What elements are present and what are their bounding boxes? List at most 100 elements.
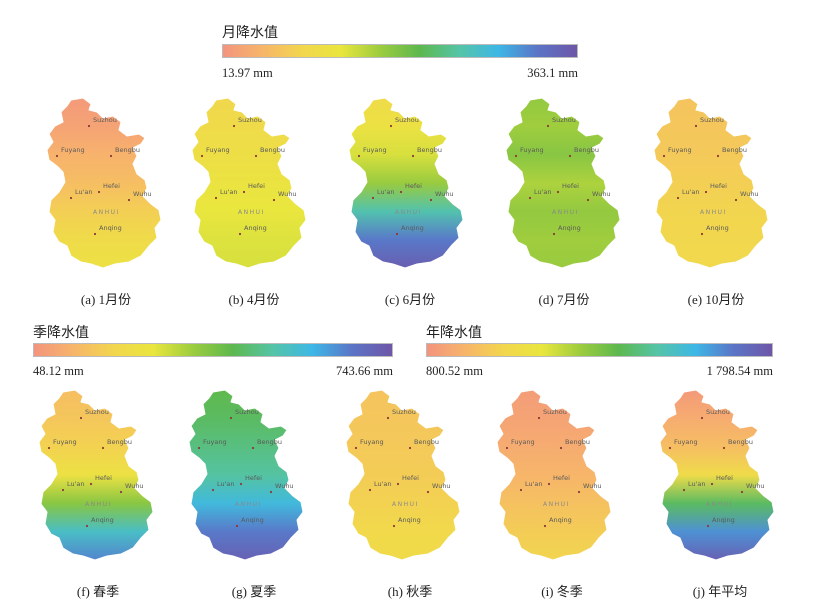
city-label: Wuhu xyxy=(583,482,602,490)
city-label: Bengbu xyxy=(414,438,439,446)
city-marker xyxy=(242,190,246,194)
city-marker xyxy=(368,488,372,492)
city-label: Lu'an xyxy=(377,188,395,196)
legend-monthly: 月降水值 13.97 mm 363.1 mm xyxy=(222,22,578,82)
province-shape xyxy=(659,389,775,561)
city-marker xyxy=(552,232,556,236)
city-label: Fuyang xyxy=(206,146,230,154)
city-label: Fuyang xyxy=(668,146,692,154)
city-marker xyxy=(214,196,218,200)
map-panel: Suzhou Fuyang Bengbu Hefei Lu'an Wuhu Anqing AN… xyxy=(648,96,778,271)
city-marker xyxy=(559,446,563,450)
province-label: ANHUI xyxy=(235,501,262,508)
city-label: Lu'an xyxy=(525,480,543,488)
city-marker xyxy=(238,232,242,236)
city-label: Fuyang xyxy=(360,438,384,446)
city-marker xyxy=(704,190,708,194)
city-label: Suzhou xyxy=(238,116,262,124)
city-marker xyxy=(514,154,518,158)
city-marker xyxy=(386,416,390,420)
city-label: Fuyang xyxy=(674,438,698,446)
city-marker xyxy=(229,416,233,420)
province-label: ANHUI xyxy=(552,209,579,216)
map-caption: (d) 7月份 xyxy=(538,292,590,307)
city-marker xyxy=(568,154,572,158)
city-label: Fuyang xyxy=(203,438,227,446)
map-caption: (h) 秋季 xyxy=(387,584,433,599)
province-shape xyxy=(46,97,162,269)
province-shape xyxy=(505,97,621,269)
city-marker xyxy=(528,196,532,200)
legend-annual-title: 年降水值 xyxy=(426,326,482,341)
city-label: Hefei xyxy=(405,182,422,190)
city-marker xyxy=(586,198,590,202)
precipitation-map: Suzhou Fuyang Bengbu Hefei Lu'an Wuhu Anqing AN… xyxy=(188,389,304,561)
city-label: Hefei xyxy=(710,182,727,190)
province-label: ANHUI xyxy=(395,209,422,216)
city-label: Wuhu xyxy=(592,190,611,198)
city-label: Wuhu xyxy=(746,482,765,490)
city-marker xyxy=(700,416,704,420)
city-marker xyxy=(79,416,83,420)
map-panel: Suzhou Fuyang Bengbu Hefei Lu'an Wuhu Anqing AN… xyxy=(340,388,470,563)
city-label: Wuhu xyxy=(740,190,759,198)
precipitation-map: Suzhou Fuyang Bengbu Hefei Lu'an Wuhu Anqing AN… xyxy=(505,97,621,269)
map-caption: (c) 6月份 xyxy=(384,292,436,307)
province-shape xyxy=(653,97,769,269)
city-marker xyxy=(97,190,101,194)
city-marker xyxy=(408,446,412,450)
city-marker xyxy=(429,198,433,202)
city-label: Bengbu xyxy=(417,146,442,154)
city-marker xyxy=(694,124,698,128)
precipitation-map: Suzhou Fuyang Bengbu Hefei Lu'an Wuhu Anqing AN… xyxy=(191,97,307,269)
city-label: Hefei xyxy=(553,474,570,482)
city-label: Anqing xyxy=(549,516,572,524)
city-marker xyxy=(69,196,73,200)
city-marker xyxy=(546,124,550,128)
map-panel: Suzhou Fuyang Bengbu Hefei Lu'an Wuhu Anqing AN… xyxy=(491,388,621,563)
map-caption: (j) 年平均 xyxy=(692,584,748,599)
city-marker xyxy=(662,154,666,158)
province-shape xyxy=(38,389,154,561)
city-label: Bengbu xyxy=(728,438,753,446)
province-shape xyxy=(345,389,461,561)
city-label: Lu'an xyxy=(217,480,235,488)
city-marker xyxy=(109,154,113,158)
city-marker xyxy=(682,488,686,492)
map-panel: Suzhou Fuyang Bengbu Hefei Lu'an Wuhu Anqing AN… xyxy=(500,96,630,271)
city-marker xyxy=(706,524,710,528)
city-label: Lu'an xyxy=(682,188,700,196)
precipitation-map: Suzhou Fuyang Bengbu Hefei Lu'an Wuhu Anqing AN… xyxy=(46,97,162,269)
city-label: Wuhu xyxy=(432,482,451,490)
map-caption: (a) 1月份 xyxy=(80,292,132,307)
city-marker xyxy=(232,124,236,128)
city-marker xyxy=(543,524,547,528)
province-label: ANHUI xyxy=(543,501,570,508)
city-marker xyxy=(357,154,361,158)
city-marker xyxy=(269,490,273,494)
city-label: Hefei xyxy=(103,182,120,190)
city-label: Wuhu xyxy=(125,482,144,490)
legend-annual-max: 1 798.54 mm xyxy=(706,364,773,378)
city-marker xyxy=(700,232,704,236)
city-marker xyxy=(47,446,51,450)
city-label: Lu'an xyxy=(688,480,706,488)
city-label: Bengbu xyxy=(257,438,282,446)
city-marker xyxy=(577,490,581,494)
city-marker xyxy=(235,524,239,528)
city-marker xyxy=(668,446,672,450)
city-marker xyxy=(197,446,201,450)
city-label: Suzhou xyxy=(395,116,419,124)
city-marker xyxy=(399,190,403,194)
city-marker xyxy=(371,196,375,200)
city-marker xyxy=(392,524,396,528)
city-marker xyxy=(119,490,123,494)
precipitation-map: Suzhou Fuyang Bengbu Hefei Lu'an Wuhu Anqing AN… xyxy=(659,389,775,561)
map-caption: (b) 4月份 xyxy=(228,292,280,307)
city-label: Fuyang xyxy=(363,146,387,154)
city-marker xyxy=(55,154,59,158)
city-marker xyxy=(426,490,430,494)
map-caption: (e) 10月份 xyxy=(687,292,745,307)
city-label: Lu'an xyxy=(374,480,392,488)
city-marker xyxy=(537,416,541,420)
